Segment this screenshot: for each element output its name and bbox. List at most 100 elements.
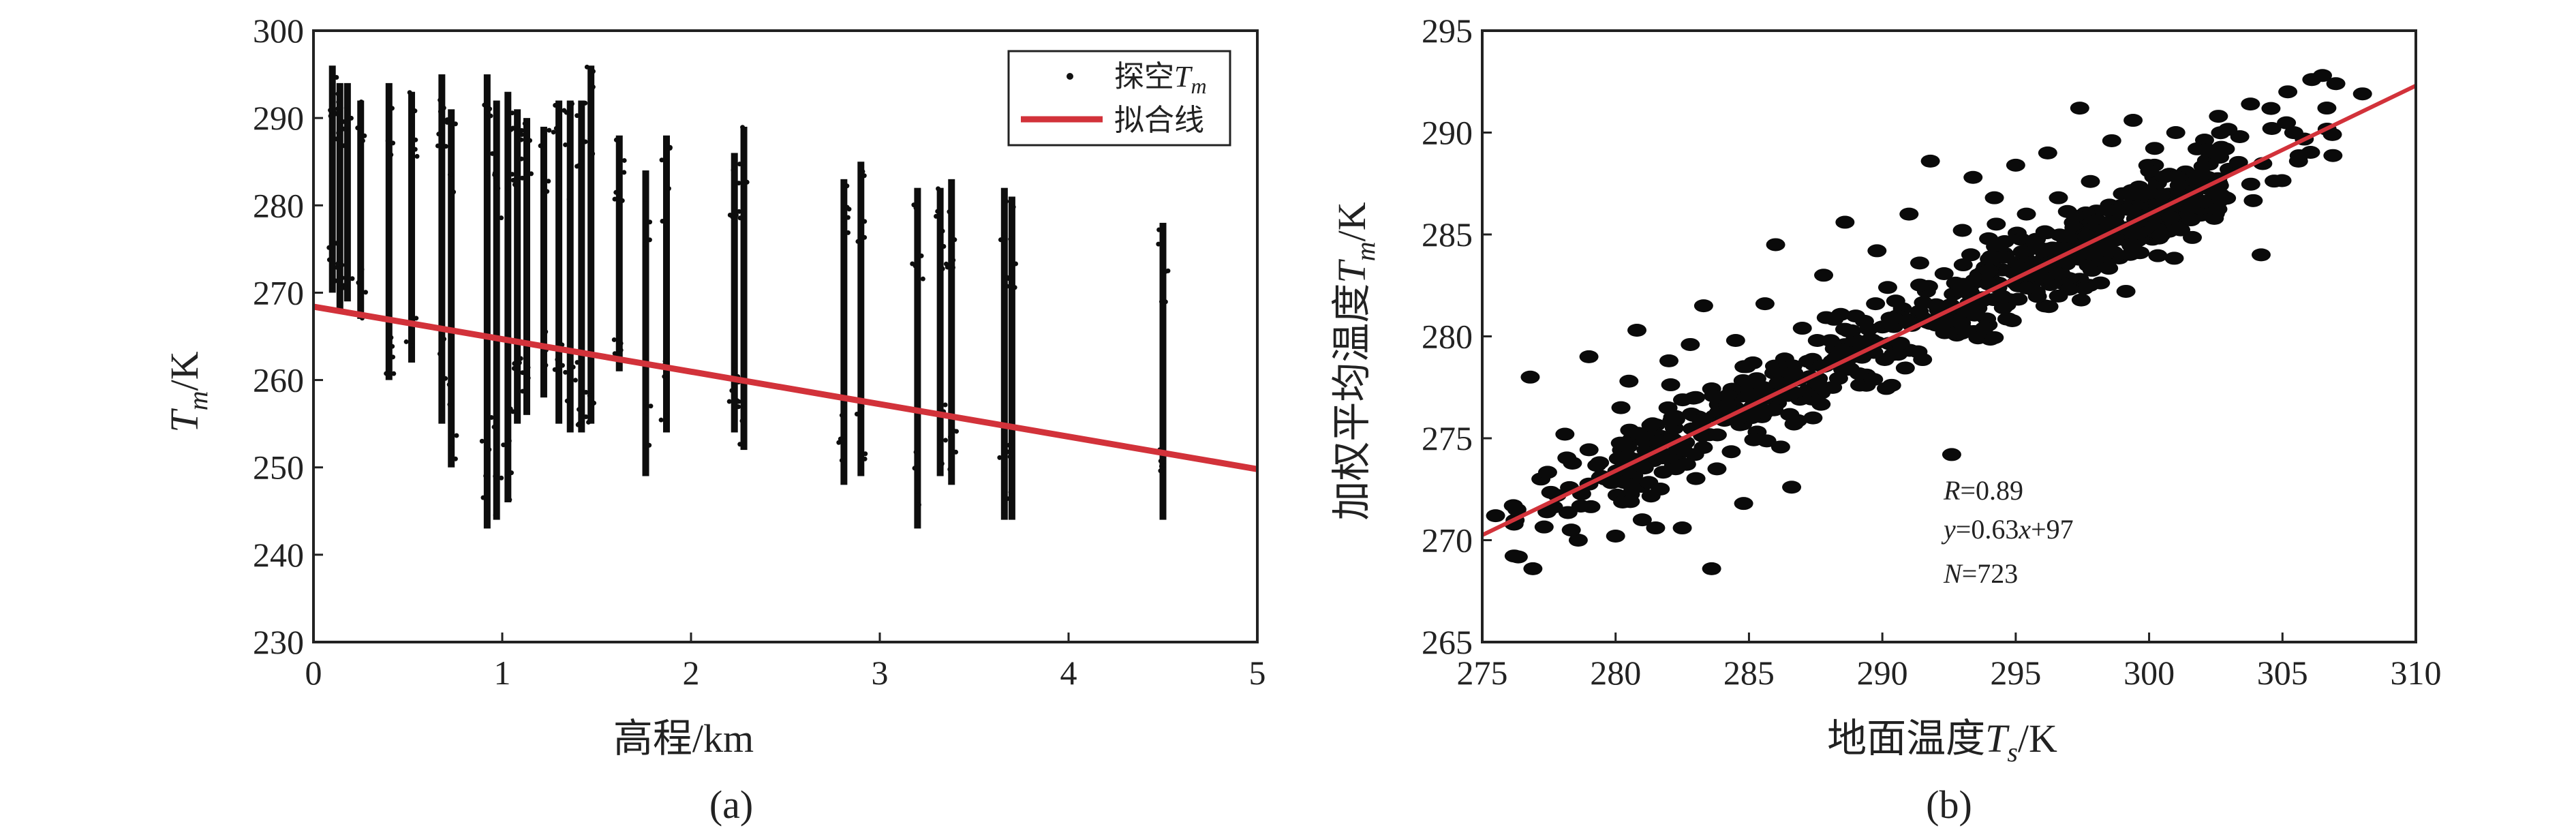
b-data-point bbox=[1950, 315, 1970, 329]
a-data-point bbox=[336, 100, 341, 105]
b-data-point bbox=[1628, 427, 1648, 440]
b-data-point bbox=[1702, 562, 1721, 575]
b-data-point bbox=[1824, 312, 1844, 326]
a-data-point bbox=[518, 356, 523, 361]
a-data-point bbox=[525, 376, 531, 381]
panel-a: 0 1 2 3 4 5 230 240 250 260 270 280 290 300 高程/km Tm… bbox=[162, 12, 1266, 827]
b-data-point bbox=[2066, 209, 2085, 223]
b-data-point bbox=[2323, 149, 2343, 162]
b-annotation-r: R=0.89 bbox=[1943, 475, 2023, 506]
b-x-tick-label: 285 bbox=[1723, 654, 1775, 692]
a-data-point bbox=[862, 234, 868, 240]
a-data-point bbox=[840, 217, 846, 223]
a-data-point bbox=[391, 371, 397, 376]
a-data-point bbox=[485, 511, 490, 517]
b-data-point bbox=[2098, 203, 2117, 217]
a-data-point bbox=[727, 212, 733, 217]
b-data-point bbox=[1910, 305, 1929, 318]
a-data-point bbox=[552, 367, 557, 372]
a-data-point bbox=[997, 455, 1002, 460]
a-data-point bbox=[493, 175, 498, 181]
a-data-point bbox=[512, 182, 517, 187]
a-data-point bbox=[577, 421, 582, 427]
a-data-point bbox=[941, 243, 947, 249]
b-data-point bbox=[1662, 414, 1682, 427]
a-data-point bbox=[1163, 299, 1168, 305]
a-data-column bbox=[857, 162, 865, 476]
a-data-point bbox=[947, 209, 952, 215]
b-annot-eq-mid: =0.63 bbox=[1956, 514, 2019, 545]
b-data-point bbox=[2164, 252, 2184, 265]
a-data-point bbox=[409, 343, 414, 348]
a-y-ticks: 230 240 250 260 270 280 290 300 bbox=[253, 12, 323, 661]
a-y-tick-label: 270 bbox=[253, 273, 304, 311]
b-data-point bbox=[1693, 299, 1713, 313]
a-data-point bbox=[586, 419, 592, 425]
a-data-point bbox=[945, 264, 950, 270]
a-data-point bbox=[390, 354, 396, 360]
a-data-point bbox=[839, 457, 844, 463]
a-data-point bbox=[555, 357, 560, 363]
b-data-point bbox=[2289, 149, 2309, 162]
a-data-column bbox=[566, 100, 574, 433]
a-data-point bbox=[479, 438, 485, 444]
a-data-point bbox=[588, 86, 594, 91]
a-data-point bbox=[740, 125, 746, 130]
a-x-tick-label: 3 bbox=[872, 654, 889, 692]
a-data-point bbox=[1005, 449, 1011, 455]
a-data-point bbox=[443, 144, 448, 149]
b-data-point bbox=[1651, 482, 1670, 496]
a-data-point bbox=[541, 367, 547, 373]
a-data-point bbox=[326, 257, 332, 262]
b-data-point bbox=[2074, 281, 2094, 295]
a-data-point bbox=[506, 438, 512, 444]
a-data-point bbox=[737, 215, 743, 221]
a-data-point bbox=[340, 119, 346, 125]
a-data-column bbox=[514, 109, 521, 424]
a-data-point bbox=[662, 374, 667, 379]
a-data-point bbox=[358, 151, 363, 156]
a-data-column bbox=[523, 118, 531, 415]
a-data-point bbox=[440, 410, 445, 416]
b-data-points bbox=[1486, 69, 2372, 575]
b-data-point bbox=[1899, 207, 1919, 221]
a-data-point bbox=[647, 237, 652, 243]
a-data-point bbox=[553, 102, 558, 108]
a-data-point bbox=[643, 197, 648, 202]
a-data-point bbox=[522, 121, 527, 126]
a-y-tick-label: 260 bbox=[253, 361, 304, 399]
b-y-tick-label: 285 bbox=[1422, 215, 1473, 254]
b-data-point bbox=[1707, 428, 1727, 442]
a-data-point bbox=[741, 160, 746, 166]
b-data-point bbox=[1658, 401, 1678, 414]
b-data-point bbox=[1666, 462, 1685, 476]
a-data-point bbox=[508, 470, 514, 476]
a-data-point bbox=[414, 153, 420, 159]
b-data-point bbox=[2241, 177, 2260, 191]
a-fit-line bbox=[313, 303, 1258, 472]
b-data-point bbox=[1946, 276, 1965, 290]
b-data-point bbox=[2116, 284, 2136, 298]
a-data-point bbox=[726, 399, 732, 404]
a-data-point bbox=[934, 213, 939, 219]
a-data-point bbox=[542, 172, 547, 177]
a-data-point bbox=[736, 181, 741, 186]
b-annot-r-var: R bbox=[1943, 475, 1960, 506]
b-x-tick-label: 290 bbox=[1857, 654, 1908, 692]
a-data-column bbox=[840, 179, 848, 485]
b-data-point bbox=[1726, 333, 1745, 347]
b-data-point bbox=[1979, 232, 1999, 245]
b-annot-eq-end: +97 bbox=[2031, 514, 2074, 545]
a-y-tick-label: 250 bbox=[253, 448, 304, 487]
a-data-column bbox=[914, 187, 921, 529]
a-data-point bbox=[1002, 510, 1007, 515]
a-data-point bbox=[643, 201, 648, 207]
a-data-column bbox=[1008, 196, 1015, 520]
b-data-point bbox=[1534, 520, 1554, 534]
a-data-point bbox=[563, 369, 568, 375]
b-data-point bbox=[1859, 322, 1879, 336]
a-data-point bbox=[493, 474, 498, 479]
a-data-point bbox=[912, 466, 917, 471]
b-data-point bbox=[2049, 289, 2068, 303]
